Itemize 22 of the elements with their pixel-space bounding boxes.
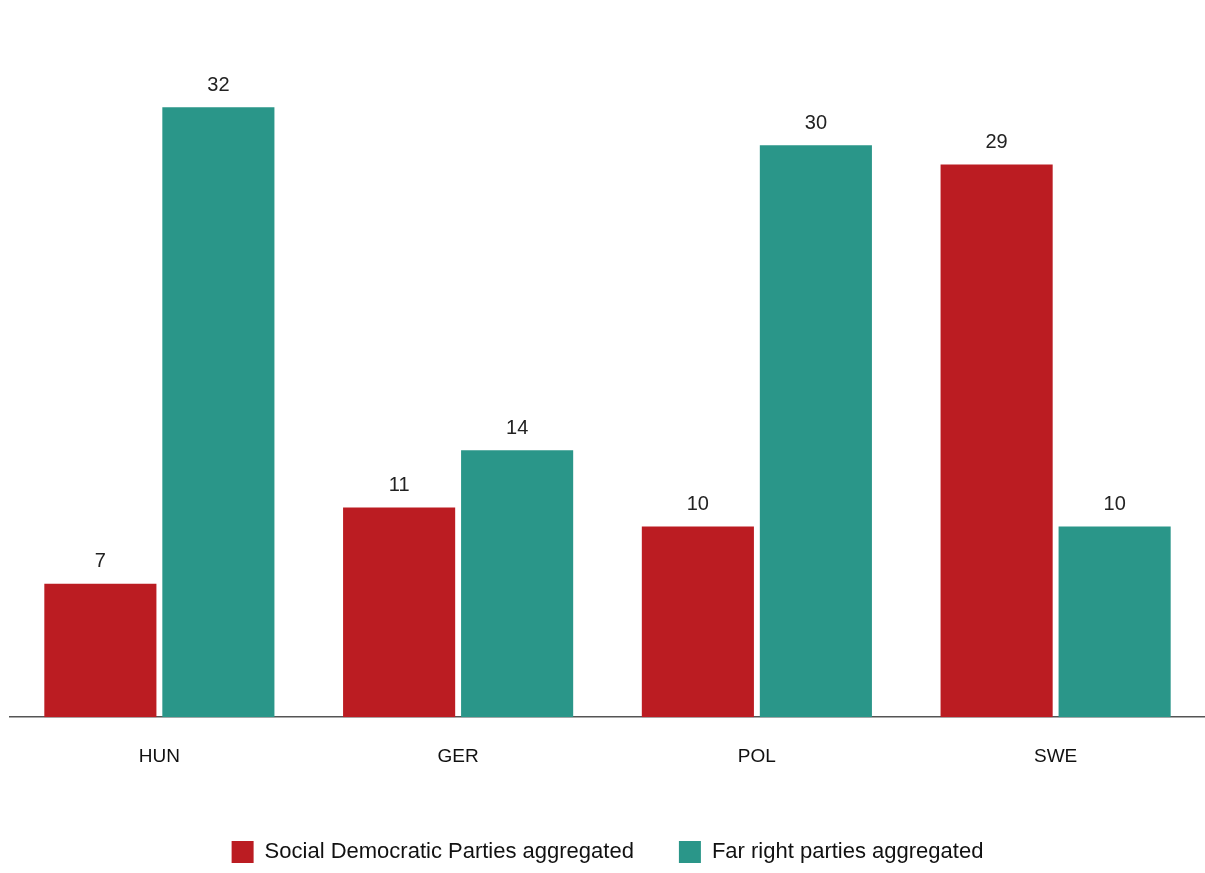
data-label: 14 bbox=[506, 415, 529, 438]
data-label: 10 bbox=[1103, 492, 1126, 515]
x-tick-label: HUN bbox=[138, 744, 180, 766]
data-label: 32 bbox=[207, 72, 230, 95]
legend-label: Far right parties aggregated bbox=[711, 838, 984, 864]
x-tick-label: POL bbox=[737, 744, 776, 766]
bar bbox=[44, 583, 157, 718]
bar bbox=[641, 526, 754, 718]
bar bbox=[940, 164, 1053, 718]
bar bbox=[759, 145, 872, 718]
bar bbox=[343, 507, 456, 718]
x-tick-label: SWE bbox=[1033, 744, 1078, 766]
data-label: 7 bbox=[94, 549, 106, 572]
data-label: 29 bbox=[985, 129, 1008, 152]
x-tick-label: GER bbox=[437, 744, 479, 766]
bar bbox=[162, 107, 275, 718]
bar bbox=[1058, 526, 1171, 718]
data-label: 11 bbox=[388, 473, 410, 496]
data-label: 30 bbox=[804, 110, 827, 133]
data-label: 10 bbox=[686, 492, 709, 515]
bar bbox=[461, 450, 574, 718]
legend-label: Social Democratic Parties aggregated bbox=[264, 838, 634, 864]
